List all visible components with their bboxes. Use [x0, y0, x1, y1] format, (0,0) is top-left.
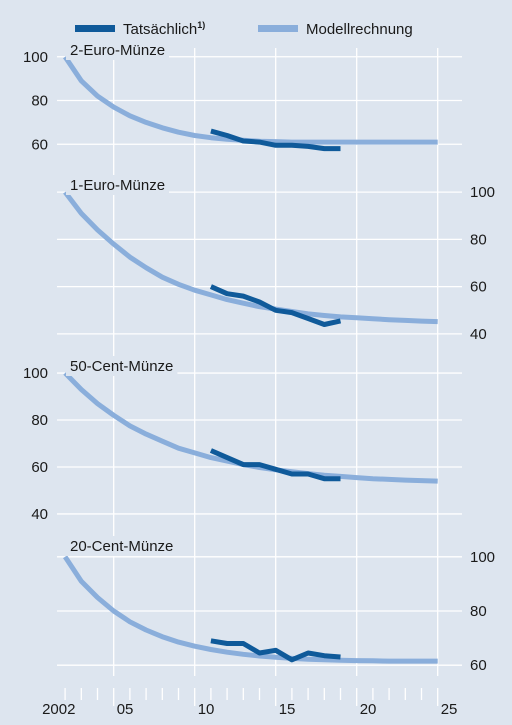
series-model-1-euro-m-nze	[63, 190, 438, 325]
xtick-label-2015: 15	[279, 701, 296, 718]
panel-title-50-cent-m-nze: 50-Cent-Münze	[70, 358, 173, 375]
panel-title-bg-2-euro-m-nze	[66, 40, 170, 60]
xtick-label-2020: 20	[360, 701, 377, 718]
panel-title-20-cent-m-nze: 20-Cent-Münze	[70, 538, 173, 555]
ytick-label-1-euro-m-nze-80: 80	[470, 231, 487, 248]
ytick-label-2-euro-m-nze-80: 80	[31, 93, 48, 110]
xtick-label-2025: 25	[441, 701, 458, 718]
series-actual-1-euro-m-nze	[209, 284, 342, 327]
legend: Tatsächlich1) Modellrechnung	[75, 20, 413, 38]
panel-title-2-euro-m-nze: 2-Euro-Münze	[70, 42, 165, 59]
ytick-label-20-cent-m-nze-100: 100	[470, 549, 495, 566]
xtick-label-2005: 05	[117, 701, 134, 718]
ytick-label-1-euro-m-nze-60: 60	[470, 279, 487, 296]
series-model-20-cent-m-nze	[63, 555, 438, 664]
ytick-label-1-euro-m-nze-100: 100	[470, 184, 495, 201]
ytick-label-2-euro-m-nze-60: 60	[31, 136, 48, 153]
series-actual-20-cent-m-nze	[210, 638, 341, 663]
panel-title-bg-1-euro-m-nze	[66, 175, 170, 195]
ytick-label-50-cent-m-nze-60: 60	[31, 459, 48, 476]
series-actual-2-euro-m-nze	[210, 128, 341, 152]
legend-model-swatch	[258, 25, 298, 32]
xtick-label-2002: 2002	[42, 701, 75, 718]
panel-title-1-euro-m-nze: 1-Euro-Münze	[70, 177, 165, 194]
ytick-label-2-euro-m-nze-100: 100	[23, 49, 48, 66]
ytick-label-50-cent-m-nze-80: 80	[31, 412, 48, 429]
legend-model-label: Modellrechnung	[306, 21, 413, 38]
ytick-label-50-cent-m-nze-40: 40	[31, 506, 48, 523]
ytick-label-1-euro-m-nze-40: 40	[470, 326, 487, 343]
panel-title-bg-50-cent-m-nze	[66, 356, 178, 376]
panel-title-bg-20-cent-m-nze	[66, 536, 178, 556]
legend-actual-footnote: 1)	[197, 20, 205, 30]
ytick-label-20-cent-m-nze-60: 60	[470, 657, 487, 674]
ytick-label-50-cent-m-nze-100: 100	[23, 365, 48, 382]
legend-actual-label: Tatsächlich1)	[123, 20, 205, 38]
series-layer	[63, 55, 438, 664]
xtick-label-2010: 10	[198, 701, 215, 718]
legend-actual-swatch	[75, 25, 115, 32]
ytick-label-20-cent-m-nze-80: 80	[470, 603, 487, 620]
series-actual-50-cent-m-nze	[209, 448, 341, 482]
label-layer: 60 80 100 2-Euro-Münze 40 60 80 100 1-Euro-Münze…	[23, 40, 495, 718]
